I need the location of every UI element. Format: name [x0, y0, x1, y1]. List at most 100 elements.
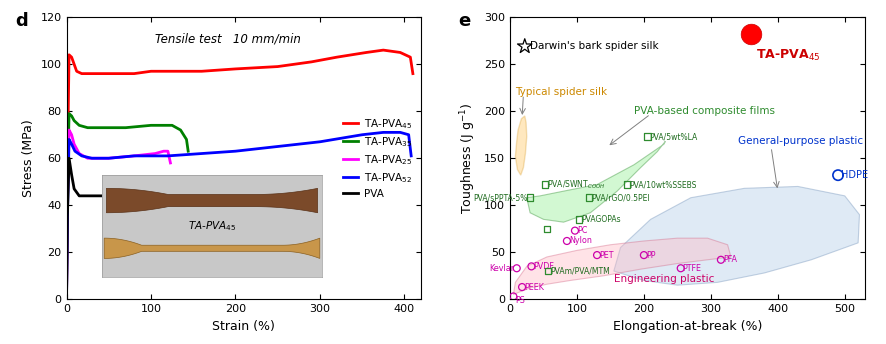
TA-PVA$_{25}$ — [82, 156, 93, 160]
Text: Nylon: Nylon — [568, 236, 591, 246]
TA-PVA$_{35}$ — [120, 126, 131, 130]
TA-PVA$_{45}$ — [361, 50, 371, 54]
Line: TA-PVA$_{45}$: TA-PVA$_{45}$ — [66, 50, 412, 299]
TA-PVA$_{25}$ — [162, 149, 173, 153]
TA-PVA$_{52}$ — [406, 154, 416, 158]
Text: Typical spider silk: Typical spider silk — [515, 87, 607, 97]
TA-PVA$_{35}$ — [62, 191, 73, 195]
TA-PVA$_{35}$ — [183, 149, 193, 153]
Point — [581, 195, 595, 201]
Point — [713, 257, 727, 262]
TA-PVA$_{45}$ — [306, 60, 316, 64]
Line: TA-PVA$_{25}$: TA-PVA$_{25}$ — [66, 130, 170, 299]
TA-PVA$_{45}$ — [69, 62, 80, 66]
Point — [567, 228, 581, 233]
Text: PVAm/PVA/MTM: PVAm/PVA/MTM — [549, 267, 610, 276]
TA-PVA$_{45}$ — [145, 69, 156, 73]
TA-PVA$_{25}$ — [74, 151, 84, 155]
TA-PVA$_{35}$ — [99, 126, 110, 130]
Point — [640, 134, 654, 139]
TA-PVA$_{52}$ — [272, 144, 283, 149]
X-axis label: Elongation-at-break (%): Elongation-at-break (%) — [612, 320, 761, 333]
Point — [540, 226, 554, 232]
Text: PVA/sPPTA-5%: PVA/sPPTA-5% — [473, 193, 527, 202]
TA-PVA$_{52}$ — [62, 215, 73, 219]
Polygon shape — [613, 186, 859, 285]
Text: PVA-based composite films: PVA-based composite films — [633, 106, 774, 116]
PVA — [287, 182, 298, 186]
PVA — [145, 191, 156, 195]
TA-PVA$_{52}$ — [64, 137, 74, 141]
Text: PVAGOPAs: PVAGOPAs — [580, 215, 620, 224]
Point — [559, 238, 573, 244]
Text: PC: PC — [576, 226, 587, 235]
TA-PVA$_{52}$ — [394, 130, 405, 135]
Text: PTFE: PTFE — [682, 264, 701, 273]
TA-PVA$_{52}$ — [66, 142, 77, 146]
Text: Engineering plastic: Engineering plastic — [613, 273, 713, 283]
TA-PVA$_{25}$ — [159, 149, 169, 153]
PVA — [281, 177, 291, 181]
Point — [672, 266, 687, 271]
Text: PEEK: PEEK — [524, 282, 543, 292]
TA-PVA$_{35}$ — [69, 119, 80, 123]
TA-PVA$_{45}$ — [229, 67, 240, 71]
Text: TA-PVA$_{45}$: TA-PVA$_{45}$ — [756, 48, 820, 63]
TA-PVA$_{52}$ — [128, 154, 139, 158]
TA-PVA$_{45}$ — [82, 72, 93, 76]
TA-PVA$_{25}$ — [150, 151, 160, 155]
TA-PVA$_{52}$ — [61, 297, 72, 301]
TA-PVA$_{25}$ — [69, 142, 80, 146]
TA-PVA$_{25}$ — [66, 133, 77, 137]
Text: PS: PS — [515, 296, 525, 305]
TA-PVA$_{25}$ — [64, 128, 74, 132]
Text: d: d — [15, 12, 27, 30]
Point — [509, 266, 524, 271]
Point — [619, 182, 633, 187]
TA-PVA$_{52}$ — [229, 149, 240, 153]
TA-PVA$_{45}$ — [196, 69, 206, 73]
TA-PVA$_{35}$ — [74, 123, 84, 127]
TA-PVA$_{45}$ — [76, 72, 87, 76]
Line: TA-PVA$_{52}$: TA-PVA$_{52}$ — [66, 132, 411, 299]
PVA — [69, 187, 80, 191]
Point — [523, 195, 537, 201]
TA-PVA$_{52}$ — [162, 154, 173, 158]
Polygon shape — [513, 238, 730, 294]
TA-PVA$_{35}$ — [175, 128, 186, 132]
TA-PVA$_{45}$ — [394, 50, 405, 54]
PVA — [62, 215, 73, 219]
TA-PVA$_{52}$ — [104, 156, 114, 160]
PVA — [188, 187, 198, 191]
TA-PVA$_{35}$ — [66, 114, 77, 118]
PVA — [264, 177, 275, 181]
Point — [589, 252, 603, 258]
Text: PVDF: PVDF — [532, 262, 554, 271]
TA-PVA$_{35}$ — [145, 123, 156, 127]
TA-PVA$_{45}$ — [64, 53, 74, 57]
TA-PVA$_{52}$ — [356, 133, 367, 137]
Point — [515, 284, 529, 290]
Line: TA-PVA$_{35}$: TA-PVA$_{35}$ — [66, 114, 188, 299]
Point — [743, 31, 758, 37]
TA-PVA$_{52}$ — [196, 151, 206, 155]
TA-PVA$_{25}$ — [128, 154, 139, 158]
PVA — [112, 194, 122, 198]
Text: PVA/rGO/0.5PEI: PVA/rGO/0.5PEI — [590, 193, 649, 202]
Polygon shape — [526, 141, 664, 222]
Text: PP: PP — [645, 250, 655, 260]
TA-PVA$_{35}$ — [167, 123, 177, 127]
TA-PVA$_{45}$ — [407, 72, 417, 76]
Y-axis label: Toughness (J g$^{-1}$): Toughness (J g$^{-1}$) — [458, 103, 478, 214]
PVA — [61, 297, 72, 301]
TA-PVA$_{45}$ — [112, 72, 122, 76]
TA-PVA$_{45}$ — [95, 72, 105, 76]
Point — [517, 44, 532, 49]
TA-PVA$_{52}$ — [315, 140, 325, 144]
TA-PVA$_{45}$ — [272, 64, 283, 68]
TA-PVA$_{52}$ — [70, 149, 81, 153]
Legend: TA-PVA$_{45}$, TA-PVA$_{35}$, TA-PVA$_{25}$, TA-PVA$_{52}$, PVA: TA-PVA$_{45}$, TA-PVA$_{35}$, TA-PVA$_{2… — [338, 113, 416, 203]
TA-PVA$_{45}$ — [61, 297, 72, 301]
PVA — [64, 156, 74, 160]
TA-PVA$_{35}$ — [61, 297, 72, 301]
